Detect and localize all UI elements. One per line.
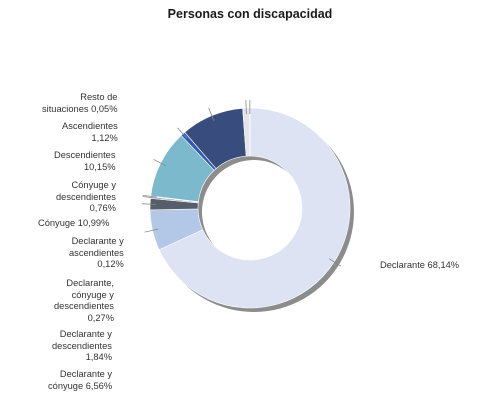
slice-label: Resto de situaciones 0,05% bbox=[42, 92, 118, 114]
slice-label: Declarante y descendientes 1,84% bbox=[52, 329, 112, 362]
slice-label: Declarante y cónyuge 6,56% bbox=[48, 369, 113, 391]
slice-label: Descendientes 10,15% bbox=[54, 150, 116, 172]
slice-label: Cónyuge 10,99% bbox=[38, 218, 110, 228]
slice-label: Declarante, cónyuge y descendientes 0,27… bbox=[54, 278, 114, 323]
leader-line bbox=[153, 159, 167, 167]
slice-label: Declarante y ascendientes 0,12% bbox=[69, 236, 124, 269]
leader-line bbox=[245, 100, 247, 115]
leader-line bbox=[142, 194, 157, 198]
leader-line bbox=[142, 203, 157, 205]
leader-line bbox=[142, 196, 157, 199]
leader-line bbox=[177, 127, 188, 139]
leader-line bbox=[144, 228, 159, 233]
chart-title: Personas con discapacidad bbox=[167, 7, 333, 21]
slice-label: Cónyuge y descendientes 0,76% bbox=[56, 180, 116, 213]
leader-line bbox=[328, 258, 342, 267]
leader-line bbox=[208, 108, 215, 122]
donut-slice bbox=[158, 107, 351, 309]
slice-label: Ascendientes 1,12% bbox=[62, 121, 118, 143]
slice-label: Declarante 68,14% bbox=[380, 260, 460, 270]
